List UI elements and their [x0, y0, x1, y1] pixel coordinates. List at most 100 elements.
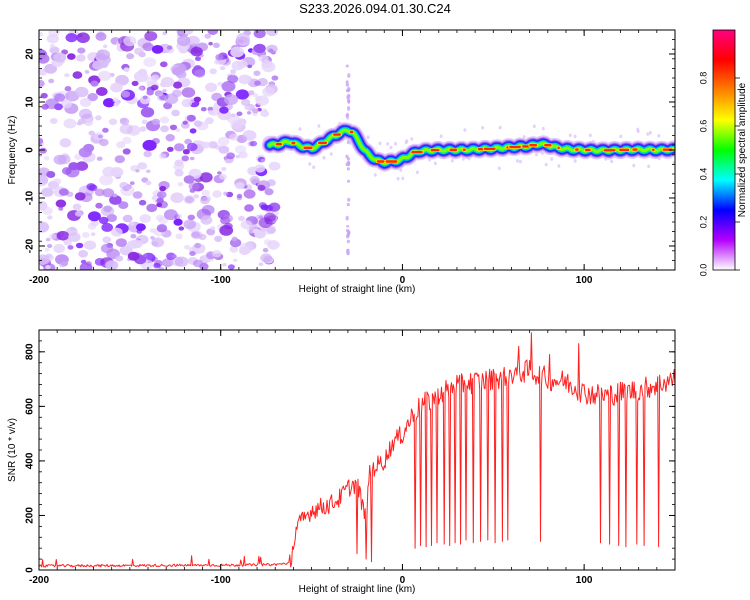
noise-blob	[63, 118, 77, 129]
noise-blob	[237, 39, 244, 44]
noise-blob	[146, 203, 158, 213]
spectrogram-y-tick-label: -20	[25, 238, 36, 253]
noise-blob	[182, 149, 190, 155]
noise-blob	[39, 175, 49, 185]
noise-blob	[260, 253, 272, 263]
noise-blob	[205, 82, 218, 93]
noise-blob	[200, 196, 210, 205]
snr-x-tick-label: -200	[29, 575, 49, 586]
colorbar-label: Normalized spectral amplitude	[737, 82, 748, 217]
noise-blob	[239, 242, 254, 254]
noise-blob	[64, 73, 70, 78]
snr-panel: -200 -100 0 100 0 200 400 600 800 Height of str…	[7, 329, 676, 595]
noise-blob	[47, 215, 53, 220]
noise-blob	[224, 94, 239, 105]
noise-blob	[241, 99, 251, 106]
noise-blob	[142, 139, 157, 151]
noise-blob	[95, 202, 103, 209]
noise-blob	[171, 109, 180, 117]
noise-blob	[161, 258, 174, 268]
noise-blob	[39, 147, 47, 154]
noise-blob	[187, 214, 195, 221]
noise-blob	[145, 180, 152, 186]
noise-blob	[102, 44, 108, 49]
speckle-blob	[532, 124, 536, 129]
noise-blob	[136, 229, 143, 234]
noise-blob	[177, 182, 184, 187]
speckle-blob	[657, 134, 661, 138]
spectrogram-x-label: Height of straight line (km)	[299, 284, 416, 295]
speckle-blob	[386, 142, 390, 146]
noise-blob	[130, 233, 137, 239]
snr-x-tick-label: -100	[211, 575, 231, 586]
noise-blob	[195, 56, 201, 61]
noise-blob	[200, 215, 213, 225]
noise-blob	[209, 68, 217, 75]
noise-blob	[183, 244, 191, 250]
noise-blob	[217, 136, 230, 146]
noise-blob	[262, 248, 269, 253]
noise-blob	[175, 233, 183, 240]
noise-blob	[122, 148, 131, 155]
noise-blob	[268, 161, 281, 171]
noise-blob	[201, 189, 211, 197]
noise-blob	[189, 156, 195, 161]
noise-blob	[101, 222, 113, 232]
speckle-blob	[401, 176, 405, 181]
noise-blob	[174, 256, 189, 267]
noise-blob	[186, 114, 196, 122]
noise-blob	[115, 255, 124, 262]
noise-blob	[226, 113, 240, 124]
noise-blob	[164, 93, 179, 105]
noise-blob	[218, 145, 230, 154]
noise-blob	[156, 202, 163, 208]
noise-blob	[189, 251, 196, 256]
colorbar-tick-label: 0.6	[698, 120, 708, 133]
noise-streak-blob	[346, 179, 351, 183]
noise-blob	[181, 99, 192, 108]
speckle-blob	[317, 124, 321, 128]
noise-blob	[166, 146, 174, 152]
noise-blob	[112, 97, 120, 103]
noise-blob	[105, 260, 119, 270]
speckle-blob	[378, 141, 382, 146]
noise-blob	[135, 223, 146, 231]
spectrogram-y-tick-label: -10	[25, 190, 36, 205]
noise-blob	[212, 42, 220, 48]
noise-streak-blob	[345, 83, 350, 87]
noise-blob	[158, 216, 169, 225]
noise-blob	[87, 93, 98, 102]
noise-blob	[88, 130, 95, 136]
noise-blob	[253, 30, 266, 39]
hotspot-red	[651, 148, 655, 152]
noise-blob	[120, 185, 135, 197]
speckle-blob	[541, 126, 545, 131]
noise-blob	[114, 155, 126, 164]
snr-x-label: Height of straight line (km)	[299, 584, 416, 595]
noise-blob	[53, 178, 62, 185]
noise-streak-blob	[347, 161, 351, 166]
noise-blob	[184, 196, 194, 204]
noise-blob	[190, 46, 203, 57]
ridge-hotspots	[274, 130, 674, 164]
colorbar-scale	[712, 29, 736, 271]
noise-blob	[45, 264, 51, 270]
speckle-blob	[396, 176, 400, 181]
noise-blob	[122, 136, 132, 144]
noise-blob	[229, 133, 239, 141]
noise-blob	[173, 81, 183, 89]
spectrogram-y-tick-label: 20	[25, 48, 36, 60]
noise-blob	[165, 134, 175, 142]
hotspot-red	[376, 160, 385, 163]
snr-content	[39, 332, 675, 568]
noise-blob	[72, 203, 82, 211]
noise-blob	[262, 87, 275, 97]
noise-blob	[246, 111, 252, 115]
speckle-blob	[646, 132, 650, 136]
noise-streak-blob	[346, 225, 350, 228]
speckle-blob	[544, 162, 548, 167]
noise-blob	[75, 242, 84, 249]
noise-blob	[64, 86, 72, 92]
noise-streak-blob	[345, 80, 349, 85]
noise-blob	[258, 262, 264, 267]
